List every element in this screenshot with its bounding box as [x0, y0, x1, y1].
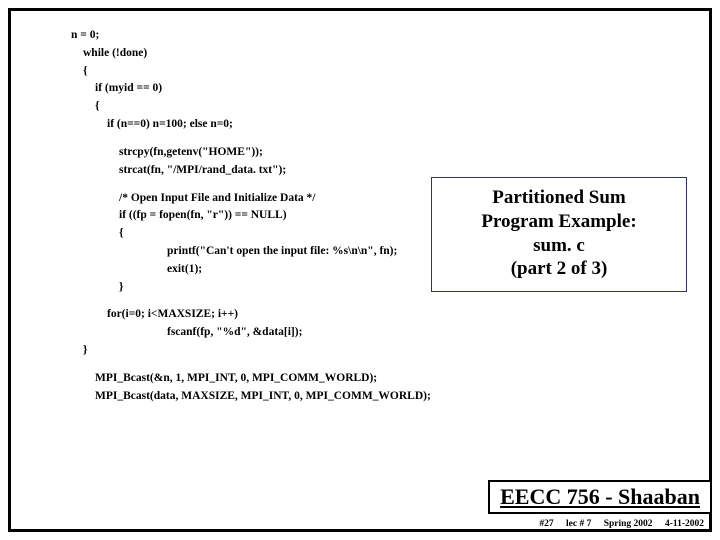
callout-line: (part 2 of 3): [438, 257, 680, 281]
term-label: Spring 2002: [604, 519, 653, 529]
code-line: /* Open Input File and Initialize Data *…: [71, 190, 431, 208]
date-label: 4-11-2002: [665, 519, 704, 529]
code-line: exit(1);: [71, 261, 431, 279]
code-line: {: [71, 98, 431, 116]
code-line: MPI_Bcast(data, MAXSIZE, MPI_INT, 0, MPI…: [71, 388, 431, 406]
callout-line: Program Example:: [438, 210, 680, 234]
code-line: }: [71, 342, 431, 360]
code-line: n = 0;: [71, 27, 431, 45]
code-line: for(i=0; i<MAXSIZE; i++): [71, 306, 431, 324]
code-block: n = 0; while (!done) { if (myid == 0) { …: [71, 27, 431, 405]
slide-number: #27: [539, 519, 553, 529]
code-line: printf("Can't open the input file: %s\n\…: [71, 243, 431, 261]
course-title: EECC 756 - Shaaban: [500, 484, 700, 509]
code-line: if (myid == 0): [71, 80, 431, 98]
code-line: strcat(fn, "/MPI/rand_data. txt");: [71, 162, 431, 180]
callout-line: sum. c: [438, 234, 680, 258]
code-line: fscanf(fp, "%d", &data[i]);: [71, 324, 431, 342]
code-line: {: [71, 63, 431, 81]
code-line: strcpy(fn,getenv("HOME"));: [71, 144, 431, 162]
code-line: }: [71, 279, 431, 297]
code-line: while (!done): [71, 45, 431, 63]
code-line: if ((fp = fopen(fn, "r")) == NULL): [71, 207, 431, 225]
code-line: {: [71, 225, 431, 243]
title-callout: Partitioned Sum Program Example: sum. c …: [431, 177, 687, 292]
slide-border: n = 0; while (!done) { if (myid == 0) { …: [8, 8, 712, 532]
lecture-label: lec # 7: [566, 519, 591, 529]
footer-meta: #27 lec # 7 Spring 2002 4-11-2002: [529, 519, 704, 529]
course-footer: EECC 756 - Shaaban: [488, 480, 712, 514]
code-line: if (n==0) n=100; else n=0;: [71, 116, 431, 134]
callout-line: Partitioned Sum: [438, 186, 680, 210]
code-line: MPI_Bcast(&n, 1, MPI_INT, 0, MPI_COMM_WO…: [71, 370, 431, 388]
